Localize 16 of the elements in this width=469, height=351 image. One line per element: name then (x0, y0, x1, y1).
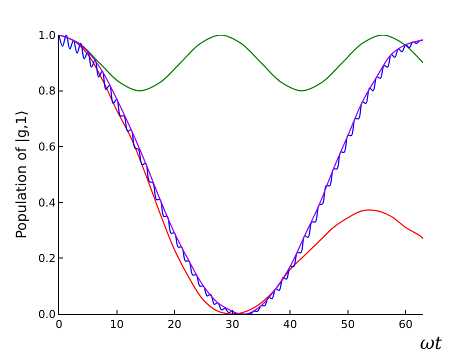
x-tick-label: 50 (340, 318, 355, 332)
y-axis-title: Population of |g,1⟩ (14, 110, 30, 239)
y-tick-label: 0.6 (38, 140, 56, 154)
y-tick-label: 1.0 (38, 28, 56, 42)
x-axis-title: ωt (420, 333, 443, 351)
y-tick-label: 0.4 (38, 196, 56, 210)
y-tick-label: 0.0 (38, 308, 56, 321)
x-tick-label: 30 (225, 318, 240, 332)
x-tick-label: 40 (283, 318, 298, 332)
x-tick-label: 60 (398, 318, 413, 332)
y-tick-label: 0.8 (38, 84, 56, 98)
x-tick-label: 20 (168, 318, 182, 332)
x-tick-label: 0 (56, 318, 62, 332)
line-series (59, 35, 423, 314)
y-tick-label: 0.2 (38, 252, 56, 266)
x-tick-label: 10 (110, 318, 124, 332)
